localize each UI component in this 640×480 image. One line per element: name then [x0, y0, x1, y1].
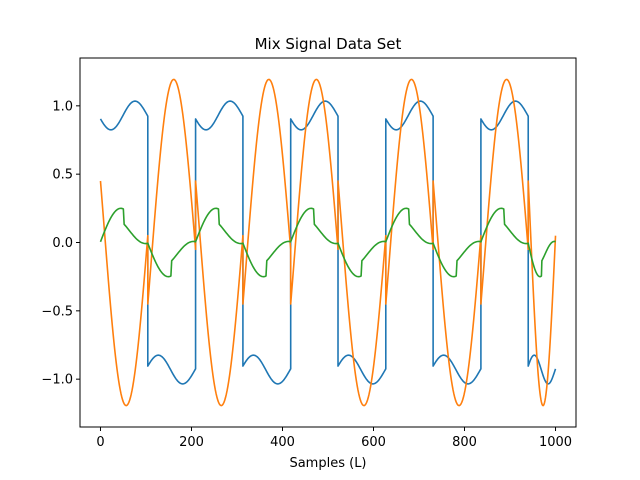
x-tick-label: 400 [270, 435, 295, 450]
x-tick-label: 200 [179, 435, 204, 450]
x-axis: 0 200 400 600 800 1000 [96, 427, 572, 450]
series-layer [99, 78, 557, 407]
chart-title: Mix Signal Data Set [255, 35, 402, 53]
series-line-3 [99, 207, 556, 278]
x-tick-label: 0 [96, 435, 104, 450]
plot-frame [79, 57, 577, 428]
series-line-2 [99, 78, 557, 407]
y-tick-label: −0.5 [41, 304, 73, 319]
y-tick-label: −1.0 [41, 373, 73, 388]
y-tick-label: 1.0 [52, 99, 73, 114]
y-tick-label: 0.0 [52, 236, 73, 251]
x-tick-label: 600 [361, 435, 386, 450]
x-tick-label: 800 [452, 435, 477, 450]
x-axis-label: Samples (L) [289, 456, 366, 471]
y-tick-label: 0.5 [52, 168, 73, 183]
y-axis: −1.0 −0.5 0.0 0.5 1.0 [41, 99, 80, 388]
x-tick-label: 1000 [539, 435, 572, 450]
